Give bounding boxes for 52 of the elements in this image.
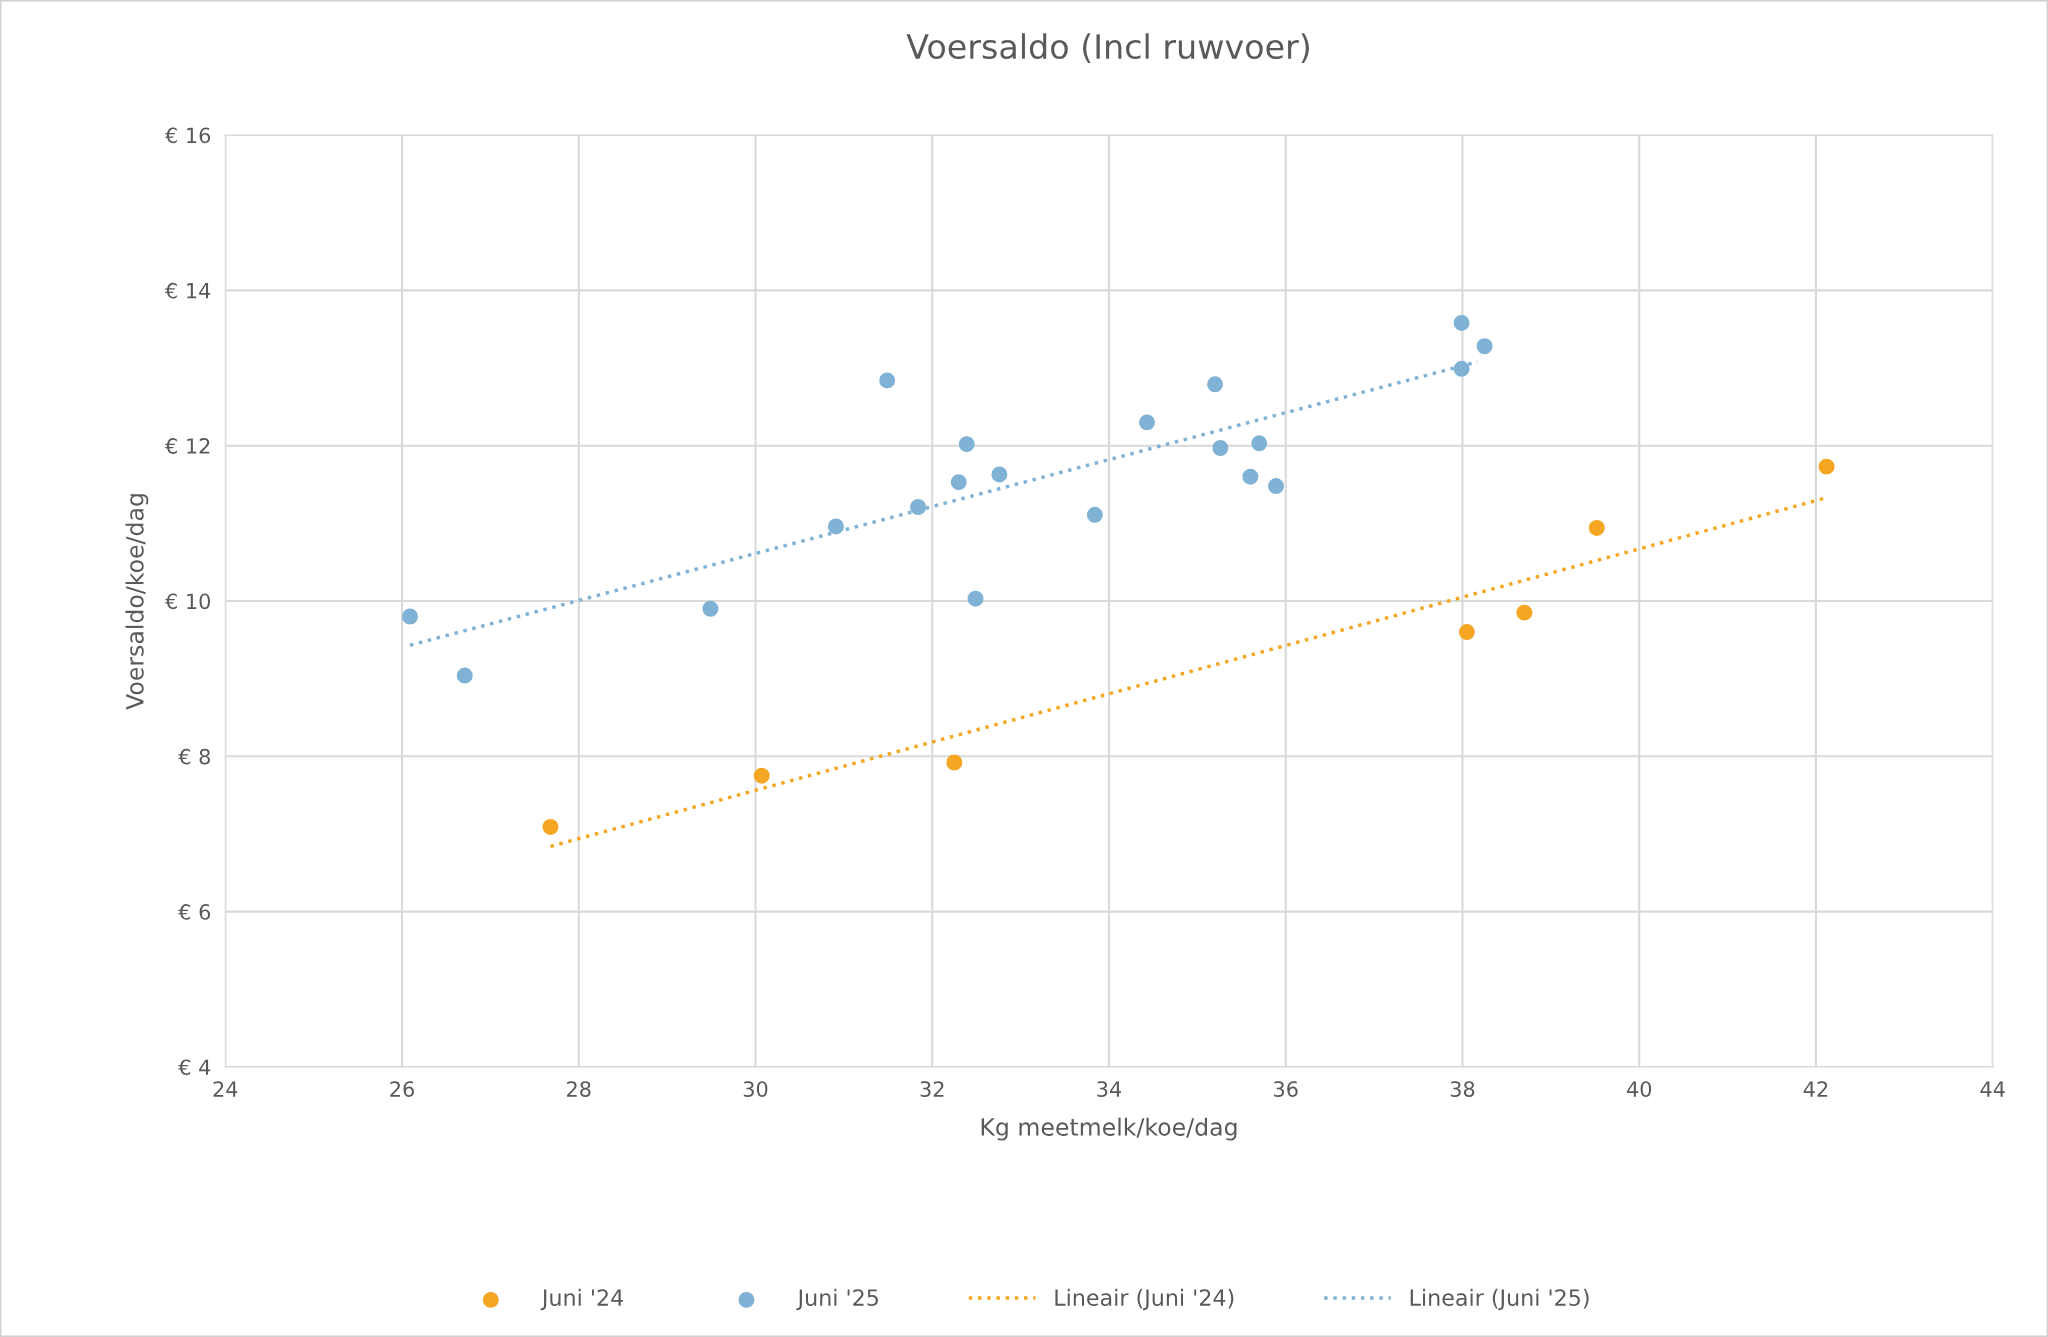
point: [1251, 435, 1268, 452]
x-tick-label: 42: [1803, 1081, 1828, 1097]
x-tick-label: 38: [1450, 1081, 1475, 1097]
y-tick-label: € 10: [165, 593, 211, 610]
point: [1588, 520, 1605, 536]
point: [910, 499, 927, 515]
point: [1458, 624, 1475, 641]
point: [991, 466, 1008, 483]
point: [879, 372, 896, 389]
point: [958, 436, 975, 453]
point: [946, 754, 963, 771]
x-tick-label: 24: [213, 1081, 238, 1097]
x-tick-label: 44: [1980, 1081, 2005, 1097]
x-tick-label: 40: [1626, 1081, 1652, 1097]
point: [827, 518, 844, 535]
point: [1453, 314, 1470, 331]
x-axis-title: Kg meetmelk/koe/dag: [981, 1117, 1237, 1141]
x-tick-label: 36: [1274, 1081, 1298, 1097]
point: [1212, 440, 1229, 456]
point: [456, 667, 473, 684]
x-tick-label: 26: [390, 1081, 414, 1097]
point: [1268, 478, 1284, 495]
y-axis-title: Voersaldo/koe/dag: [125, 494, 149, 710]
point: [542, 818, 559, 835]
legend-label: Lineair (Juni '25): [1410, 1288, 1589, 1311]
legend-label: Lineair (Juni '24): [1055, 1288, 1234, 1311]
y-tick-label: € 4: [178, 1059, 211, 1076]
y-tick-label: € 6: [178, 904, 211, 920]
x-tick-label: 28: [567, 1081, 591, 1097]
y-tick-label: € 8: [178, 748, 210, 765]
x-tick-label: 34: [1097, 1081, 1122, 1097]
x-tick-label: 32: [920, 1081, 944, 1097]
point: [1086, 506, 1103, 523]
point: [950, 474, 967, 491]
x-tick-label: 30: [743, 1081, 768, 1097]
y-tick-label: € 14: [165, 282, 211, 299]
y-tick-label: € 12: [165, 438, 210, 454]
point: [753, 767, 770, 784]
chart-title: Voersaldo (Incl ruwvoer): [906, 33, 1309, 64]
point: [967, 590, 984, 607]
point: [1516, 604, 1533, 621]
point: [1818, 458, 1835, 475]
point: [1476, 338, 1493, 355]
y-tick-label: € 16: [165, 127, 211, 144]
legend-label: Juni '25: [796, 1288, 878, 1311]
point: [1453, 360, 1470, 377]
point: [1207, 376, 1224, 393]
point: [702, 600, 719, 617]
point: [1242, 468, 1259, 485]
point: [1139, 414, 1155, 431]
point: [401, 608, 418, 625]
legend-label: Juni '24: [540, 1288, 623, 1311]
